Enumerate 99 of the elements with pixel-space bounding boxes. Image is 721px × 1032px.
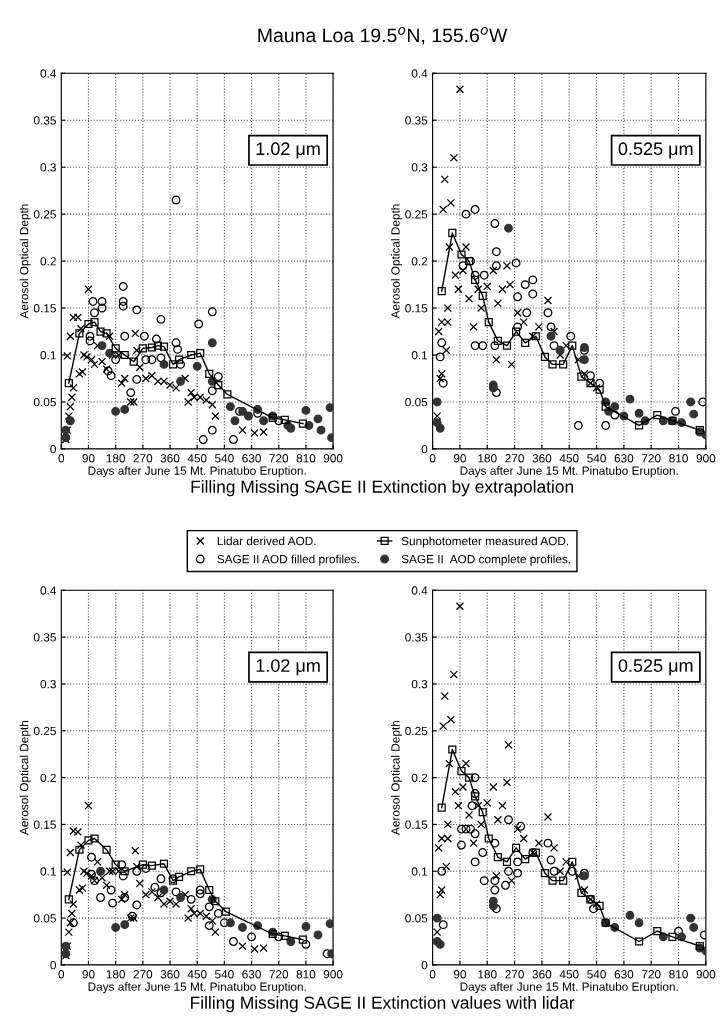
legend-label: Sunphotometer measured AOD. — [401, 536, 569, 548]
y-axis-title: Aerosol Optical Depth — [19, 204, 31, 319]
x-tick-label: 270 — [133, 454, 153, 463]
x-tick-label: 810 — [296, 970, 316, 979]
x-tick-label: 810 — [669, 454, 688, 463]
x-tick-label: 720 — [269, 970, 289, 979]
y-tick-label: 0.2 — [40, 257, 56, 266]
y-axis-title: Aerosol Optical Depth — [19, 720, 31, 835]
y-tick-label: 0.4 — [40, 586, 57, 595]
x-tick-label: 0 — [58, 454, 65, 463]
x-tick-label: 90 — [453, 970, 467, 979]
annotation: 1.02 μm — [256, 659, 320, 676]
x-tick-label: 720 — [641, 970, 661, 979]
y-tick-label: 0.2 — [411, 773, 428, 783]
x-tick-label: 360 — [532, 454, 552, 463]
x-axis-title: Days after June 15 Mt. Pinatubo Eruption. — [88, 466, 306, 478]
x-tick-label: 0 — [58, 970, 65, 979]
y-tick-label: 0.3 — [40, 679, 56, 689]
legend-label: Lidar derived AOD. — [217, 536, 316, 546]
y-tick-label: 0.3 — [411, 163, 428, 172]
x-tick-label: 900 — [696, 970, 716, 979]
y-tick-label: 0.2 — [411, 257, 428, 266]
x-tick-label: 180 — [478, 454, 497, 463]
y-tick-label: 0 — [50, 960, 56, 970]
x-tick-label: 810 — [296, 454, 316, 463]
x-tick-label: 90 — [82, 970, 95, 979]
y-tick-label: 0.4 — [411, 586, 428, 595]
x-tick-label: 450 — [559, 454, 579, 463]
y-tick-label: 0.35 — [33, 116, 56, 125]
y-tick-label: 0.15 — [33, 820, 56, 829]
x-tick-label: 450 — [187, 970, 207, 979]
x-tick-label: 900 — [323, 970, 343, 979]
x-tick-label: 180 — [106, 454, 126, 463]
y-tick-label: 0.25 — [33, 210, 56, 219]
y-tick-label: 0.35 — [33, 633, 56, 642]
x-tick-label: 0 — [429, 970, 436, 979]
x-tick-label: 270 — [505, 454, 524, 463]
x-tick-label: 270 — [133, 970, 153, 979]
y-tick-label: 0.3 — [40, 163, 56, 172]
x-tick-label: 360 — [160, 970, 180, 979]
x-tick-label: 810 — [669, 970, 688, 979]
y-tick-label: 0.25 — [33, 726, 56, 736]
x-tick-label: 180 — [106, 970, 126, 979]
x-tick-label: 900 — [696, 454, 716, 463]
y-tick-label: 0.1 — [411, 351, 428, 360]
y-tick-label: 0 — [50, 444, 56, 454]
x-tick-label: 90 — [82, 454, 95, 463]
x-tick-label: 0 — [429, 454, 436, 463]
x-tick-label: 360 — [532, 970, 552, 979]
y-tick-label: 0.4 — [411, 69, 428, 78]
y-tick-label: 0.1 — [40, 867, 56, 876]
y-tick-label: 0.05 — [405, 914, 428, 923]
annotation: 0.525 μm — [618, 659, 693, 676]
x-tick-label: 630 — [614, 970, 634, 979]
x-tick-label: 540 — [587, 454, 606, 463]
x-tick-label: 540 — [215, 970, 234, 979]
x-tick-label: 720 — [641, 454, 661, 463]
x-tick-label: 540 — [587, 970, 606, 979]
legend-label: SAGE II AOD complete profiles. — [401, 554, 571, 566]
y-tick-label: 0.25 — [405, 210, 428, 219]
x-tick-label: 630 — [242, 454, 261, 463]
y-tick-label: 0.2 — [40, 773, 56, 783]
text: Filling Missing SAGE II Extinction by extrapolation — [191, 480, 574, 497]
y-tick-label: 0.05 — [33, 398, 56, 407]
y-tick-label: 0 — [421, 444, 428, 454]
x-tick-label: 630 — [614, 454, 634, 463]
y-tick-label: 0.25 — [405, 726, 428, 736]
text: Filling Missing SAGE II Extinction values with lidar — [191, 996, 575, 1013]
x-axis-title: Days after June 15 Mt. Pinatubo Eruption. — [460, 466, 678, 478]
annotation: 0.525 μm — [618, 142, 693, 159]
x-tick-label: 630 — [242, 970, 261, 979]
x-tick-label: 90 — [453, 454, 467, 463]
x-tick-label: 450 — [559, 970, 579, 979]
x-axis-title: Days after June 15 Mt. Pinatubo Eruption. — [88, 982, 306, 994]
y-tick-label: 0.4 — [40, 69, 57, 78]
y-tick-label: 0.1 — [40, 351, 56, 360]
y-axis-title: Aerosol Optical Depth — [390, 720, 402, 835]
x-tick-label: 180 — [478, 970, 497, 979]
y-tick-label: 0.15 — [33, 304, 56, 313]
y-tick-label: 0.1 — [411, 867, 428, 876]
legend-label: SAGE II AOD filled profiles. — [217, 554, 359, 566]
annotation: 1.02 μm — [256, 142, 320, 159]
y-tick-label: 0.05 — [33, 914, 56, 923]
y-tick-label: 0.3 — [411, 679, 428, 689]
y-tick-label: 0.35 — [405, 633, 428, 642]
x-tick-label: 360 — [160, 454, 180, 463]
x-tick-label: 450 — [187, 454, 207, 463]
x-tick-label: 540 — [215, 454, 234, 463]
text: Mauna Loa 19.5$^{o}$N, 155.6$^{o}$W — [258, 27, 508, 45]
y-tick-label: 0 — [421, 960, 428, 970]
x-tick-label: 270 — [505, 970, 524, 979]
x-tick-label: 900 — [323, 454, 343, 463]
y-axis-title: Aerosol Optical Depth — [390, 204, 402, 319]
y-tick-label: 0.05 — [405, 398, 428, 407]
y-tick-label: 0.35 — [405, 116, 428, 125]
y-tick-label: 0.15 — [405, 820, 428, 829]
x-axis-title: Days after June 15 Mt. Pinatubo Eruption. — [460, 982, 678, 994]
y-tick-label: 0.15 — [405, 304, 428, 313]
x-tick-label: 720 — [269, 454, 289, 463]
